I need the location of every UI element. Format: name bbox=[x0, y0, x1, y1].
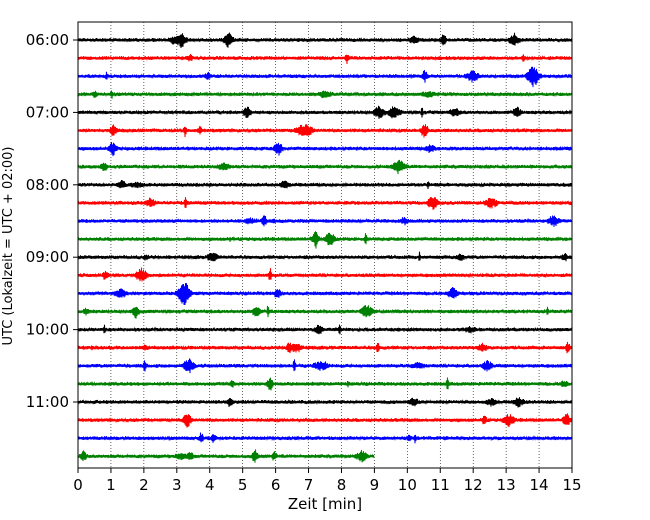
x-tick-label: 15 bbox=[562, 476, 581, 494]
seismic-trace bbox=[77, 141, 573, 157]
y-tick-label: 07:00 bbox=[26, 103, 69, 121]
x-tick-label: 14 bbox=[530, 476, 549, 494]
seismic-trace bbox=[77, 283, 573, 305]
y-axis-ticks: 06:00 07:00 08:00 09:00 10:00 11:00 bbox=[26, 31, 78, 411]
seismic-trace bbox=[77, 231, 573, 249]
seismic-trace bbox=[77, 341, 573, 354]
seismic-trace bbox=[77, 397, 573, 408]
y-tick-label: 08:00 bbox=[26, 176, 69, 194]
seismic-trace bbox=[77, 324, 573, 335]
y-tick-label: 11:00 bbox=[26, 393, 69, 411]
plot-frame bbox=[77, 21, 573, 469]
x-tick-label: 3 bbox=[172, 476, 182, 494]
seismic-trace bbox=[77, 251, 573, 262]
x-tick-label: 4 bbox=[205, 476, 215, 494]
x-tick-label: 7 bbox=[304, 476, 314, 494]
seismic-trace bbox=[77, 179, 573, 190]
y-tick-label: 09:00 bbox=[26, 248, 69, 266]
x-tick-label: 9 bbox=[370, 476, 380, 494]
seismic-trace bbox=[77, 267, 573, 282]
x-tick-label: 5 bbox=[238, 476, 248, 494]
seismic-trace bbox=[77, 159, 573, 175]
seismic-trace bbox=[77, 449, 375, 463]
seismic-trace bbox=[77, 413, 573, 428]
seismic-traces bbox=[77, 32, 573, 463]
seismic-trace bbox=[77, 432, 573, 444]
x-axis-label: Zeit [min] bbox=[288, 495, 362, 513]
x-tick-label: 11 bbox=[431, 476, 450, 494]
y-axis-label: UTC (Lokalzeit = UTC + 02:00) bbox=[1, 147, 16, 346]
x-tick-label: 10 bbox=[398, 476, 417, 494]
seismic-trace bbox=[77, 377, 573, 391]
x-tick-label: 8 bbox=[337, 476, 347, 494]
y-tick-label: 10:00 bbox=[26, 321, 69, 339]
seismic-trace bbox=[77, 305, 573, 319]
x-tick-label: 12 bbox=[464, 476, 483, 494]
x-tick-label: 13 bbox=[497, 476, 516, 494]
x-tick-label: 6 bbox=[271, 476, 281, 494]
seismic-trace bbox=[77, 215, 573, 227]
seismic-trace bbox=[77, 32, 573, 48]
seismic-trace bbox=[77, 197, 573, 210]
x-tick-label: 0 bbox=[73, 476, 83, 494]
seismic-trace bbox=[77, 358, 573, 374]
x-tick-label: 2 bbox=[139, 476, 149, 494]
seismic-trace bbox=[77, 66, 573, 88]
seismic-trace bbox=[77, 105, 573, 119]
seismic-trace bbox=[77, 124, 573, 138]
y-tick-label: 06:00 bbox=[26, 31, 69, 49]
x-tick-label: 1 bbox=[106, 476, 116, 494]
seismic-trace bbox=[77, 90, 573, 99]
x-axis-ticks: 0 1 2 3 4 5 6 7 8 9 10 11 12 13 14 15 bbox=[73, 468, 582, 494]
seismic-trace bbox=[77, 54, 573, 64]
grid-lines bbox=[110, 22, 540, 468]
